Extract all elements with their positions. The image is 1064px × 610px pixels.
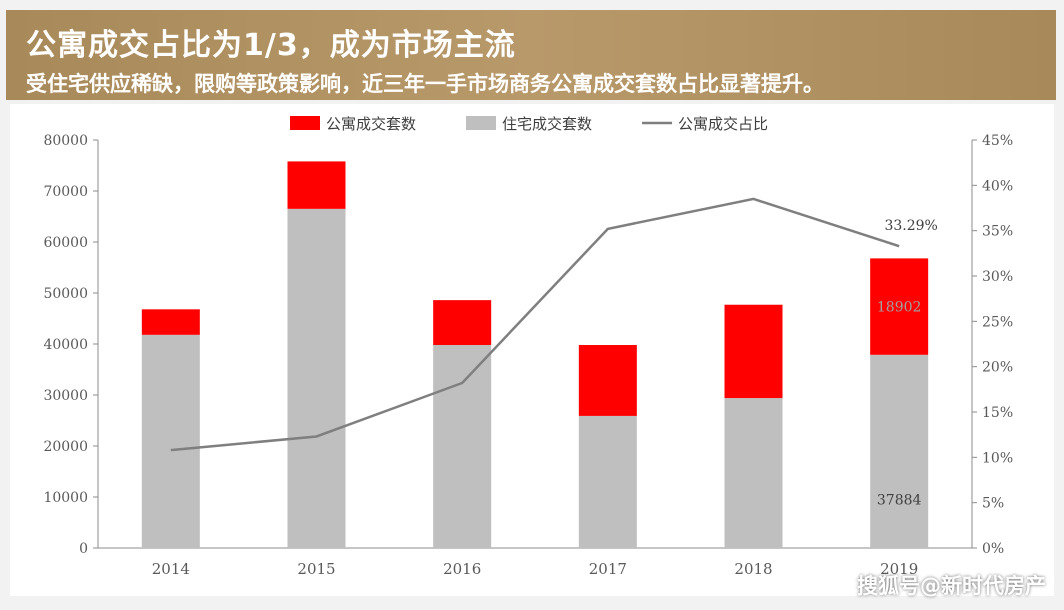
stacked-bar-line-chart: 0 10000 20000 30000 40000 50000 60000 70000 8000… [43,115,1013,578]
residential-bar [870,354,929,548]
x-tick-label: 2014 [152,560,190,578]
chart-area: 0 10000 20000 30000 40000 50000 60000 70000 8000… [10,104,1054,596]
y-tick-label: 20000 [43,439,88,455]
ratio-data-label: 33.29% [884,218,937,234]
apartment-data-label: 18902 [877,300,922,316]
y-tick-label: 80000 [43,133,88,149]
y2-tick-label: 10% [982,450,1013,466]
page-subtitle: 受住宅供应稀缺，限购等政策影响，近三年一手市场商务公寓成交套数占比显著提升。 [26,72,824,96]
y-tick-label: 50000 [43,286,88,302]
y2-tick-label: 25% [982,314,1013,330]
y2-tick-label: 45% [982,133,1013,149]
x-tick-label: 2015 [297,560,335,578]
residential-bar [141,334,200,548]
legend-label-residential: 住宅成交套数 [502,115,592,133]
legend-label-apartment: 公寓成交套数 [326,115,416,133]
y2-tick-label: 20% [982,360,1013,376]
apartment-bar [433,300,492,346]
apartment-bar [578,345,637,416]
x-tick-label: 2018 [734,560,772,578]
legend-swatch-apartment [290,116,320,130]
ratio-line [170,197,900,452]
y-tick-label: 0 [79,541,88,557]
residential-data-label: 37884 [877,493,922,509]
y-tick-label: 10000 [43,490,88,506]
y2-tick-label: 40% [982,178,1013,194]
residential-bar [287,208,346,548]
apartment-bar [870,258,929,355]
legend-label-ratio: 公寓成交占比 [678,115,768,133]
apartment-bar [141,309,200,335]
x-tick-label: 2016 [443,560,481,578]
y-tick-label: 60000 [43,235,88,251]
y-tick-label: 30000 [43,388,88,404]
y2-tick-label: 15% [982,405,1013,421]
residential-bar [433,345,492,548]
residential-bar [578,415,637,548]
header-banner: 公寓成交占比为1/3，成为市场主流 受住宅供应稀缺，限购等政策影响，近三年一手市… [6,10,1056,100]
y2-tick-label: 0% [982,541,1004,557]
y2-tick-label: 5% [982,496,1004,512]
watermark: 搜狐号@新时代房产 [857,574,1046,598]
apartment-bar [287,161,346,209]
residential-bar [724,398,783,548]
page-title: 公寓成交占比为1/3，成为市场主流 [26,28,516,63]
y2-tick-label: 35% [982,224,1013,240]
y2-tick-label: 30% [982,269,1013,285]
y-tick-label: 70000 [43,184,88,200]
x-tick-label: 2019 [880,560,918,578]
y-tick-label: 40000 [43,337,88,353]
legend-swatch-residential [466,116,496,130]
x-tick-label: 2017 [589,560,627,578]
apartment-bar [724,304,783,399]
